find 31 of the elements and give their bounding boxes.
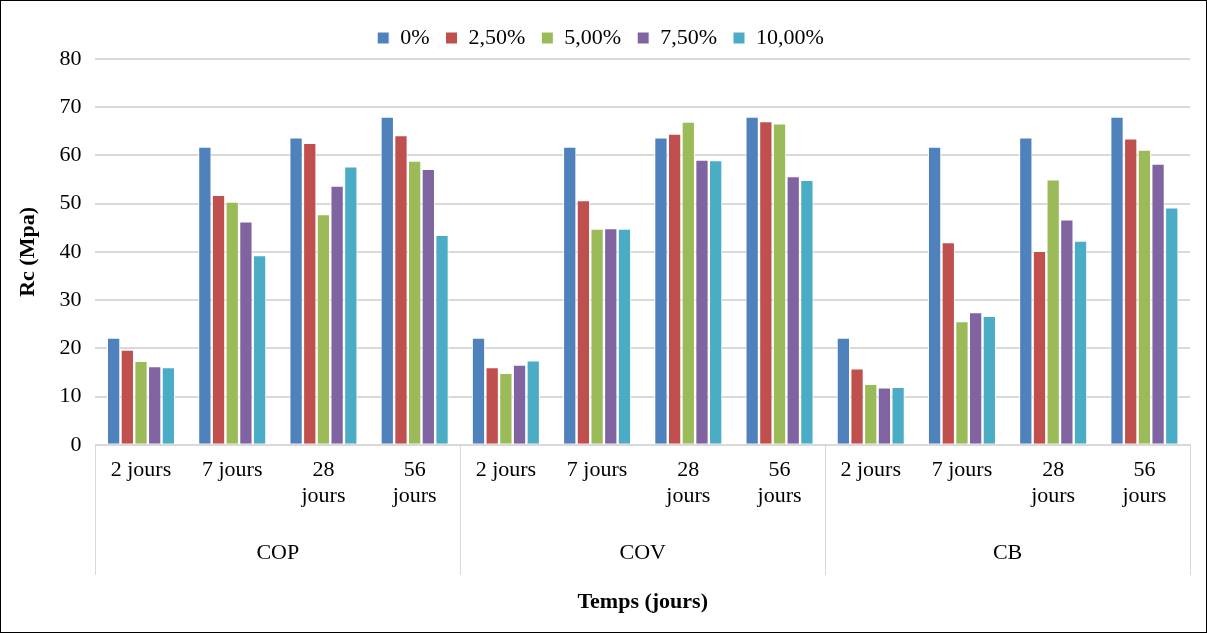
legend-label: 5,00%: [564, 23, 622, 49]
x-tick-label: 56 jours: [756, 455, 802, 508]
y-tick-label: 60: [59, 141, 82, 167]
y-tick-label: 20: [59, 334, 82, 360]
y-tick-label: 70: [59, 93, 82, 119]
text: CB: [992, 538, 1023, 564]
x-tick-label: 2 jours: [110, 455, 172, 481]
legend-label: 2,50%: [468, 23, 526, 49]
legend-label: 7,50%: [660, 23, 717, 49]
x-tick-label: 7 jours: [201, 455, 263, 481]
y-axis-title: Rc (Mpa): [13, 206, 39, 297]
x-axis-title: Temps (jours): [577, 588, 708, 614]
x-tick-label: 7 jours: [931, 455, 993, 481]
x-tick-label: 28 jours: [665, 455, 711, 508]
x-tick-label: 56 jours: [391, 455, 437, 508]
x-tick-label: 28 jours: [300, 455, 346, 508]
y-tick-label: 30: [59, 285, 82, 311]
x-tick-label: 7 jours: [566, 455, 628, 481]
y-tick-label: 40: [59, 237, 82, 263]
y-tick-label: 10: [59, 382, 82, 408]
text: COV: [619, 538, 667, 564]
x-tick-label: 2 jours: [840, 455, 901, 481]
x-tick-label: 28 jours: [1030, 455, 1076, 508]
x-tick-label: 56 jours: [1121, 455, 1167, 508]
legend-label: 0%: [400, 23, 430, 49]
text: COP: [256, 538, 300, 564]
y-tick-label: 80: [59, 44, 82, 70]
y-tick-label: 50: [59, 189, 82, 215]
x-tick-label: 2 jours: [475, 455, 537, 481]
legend-label: 10,00%: [755, 23, 824, 49]
y-tick-label: 0: [70, 430, 82, 456]
